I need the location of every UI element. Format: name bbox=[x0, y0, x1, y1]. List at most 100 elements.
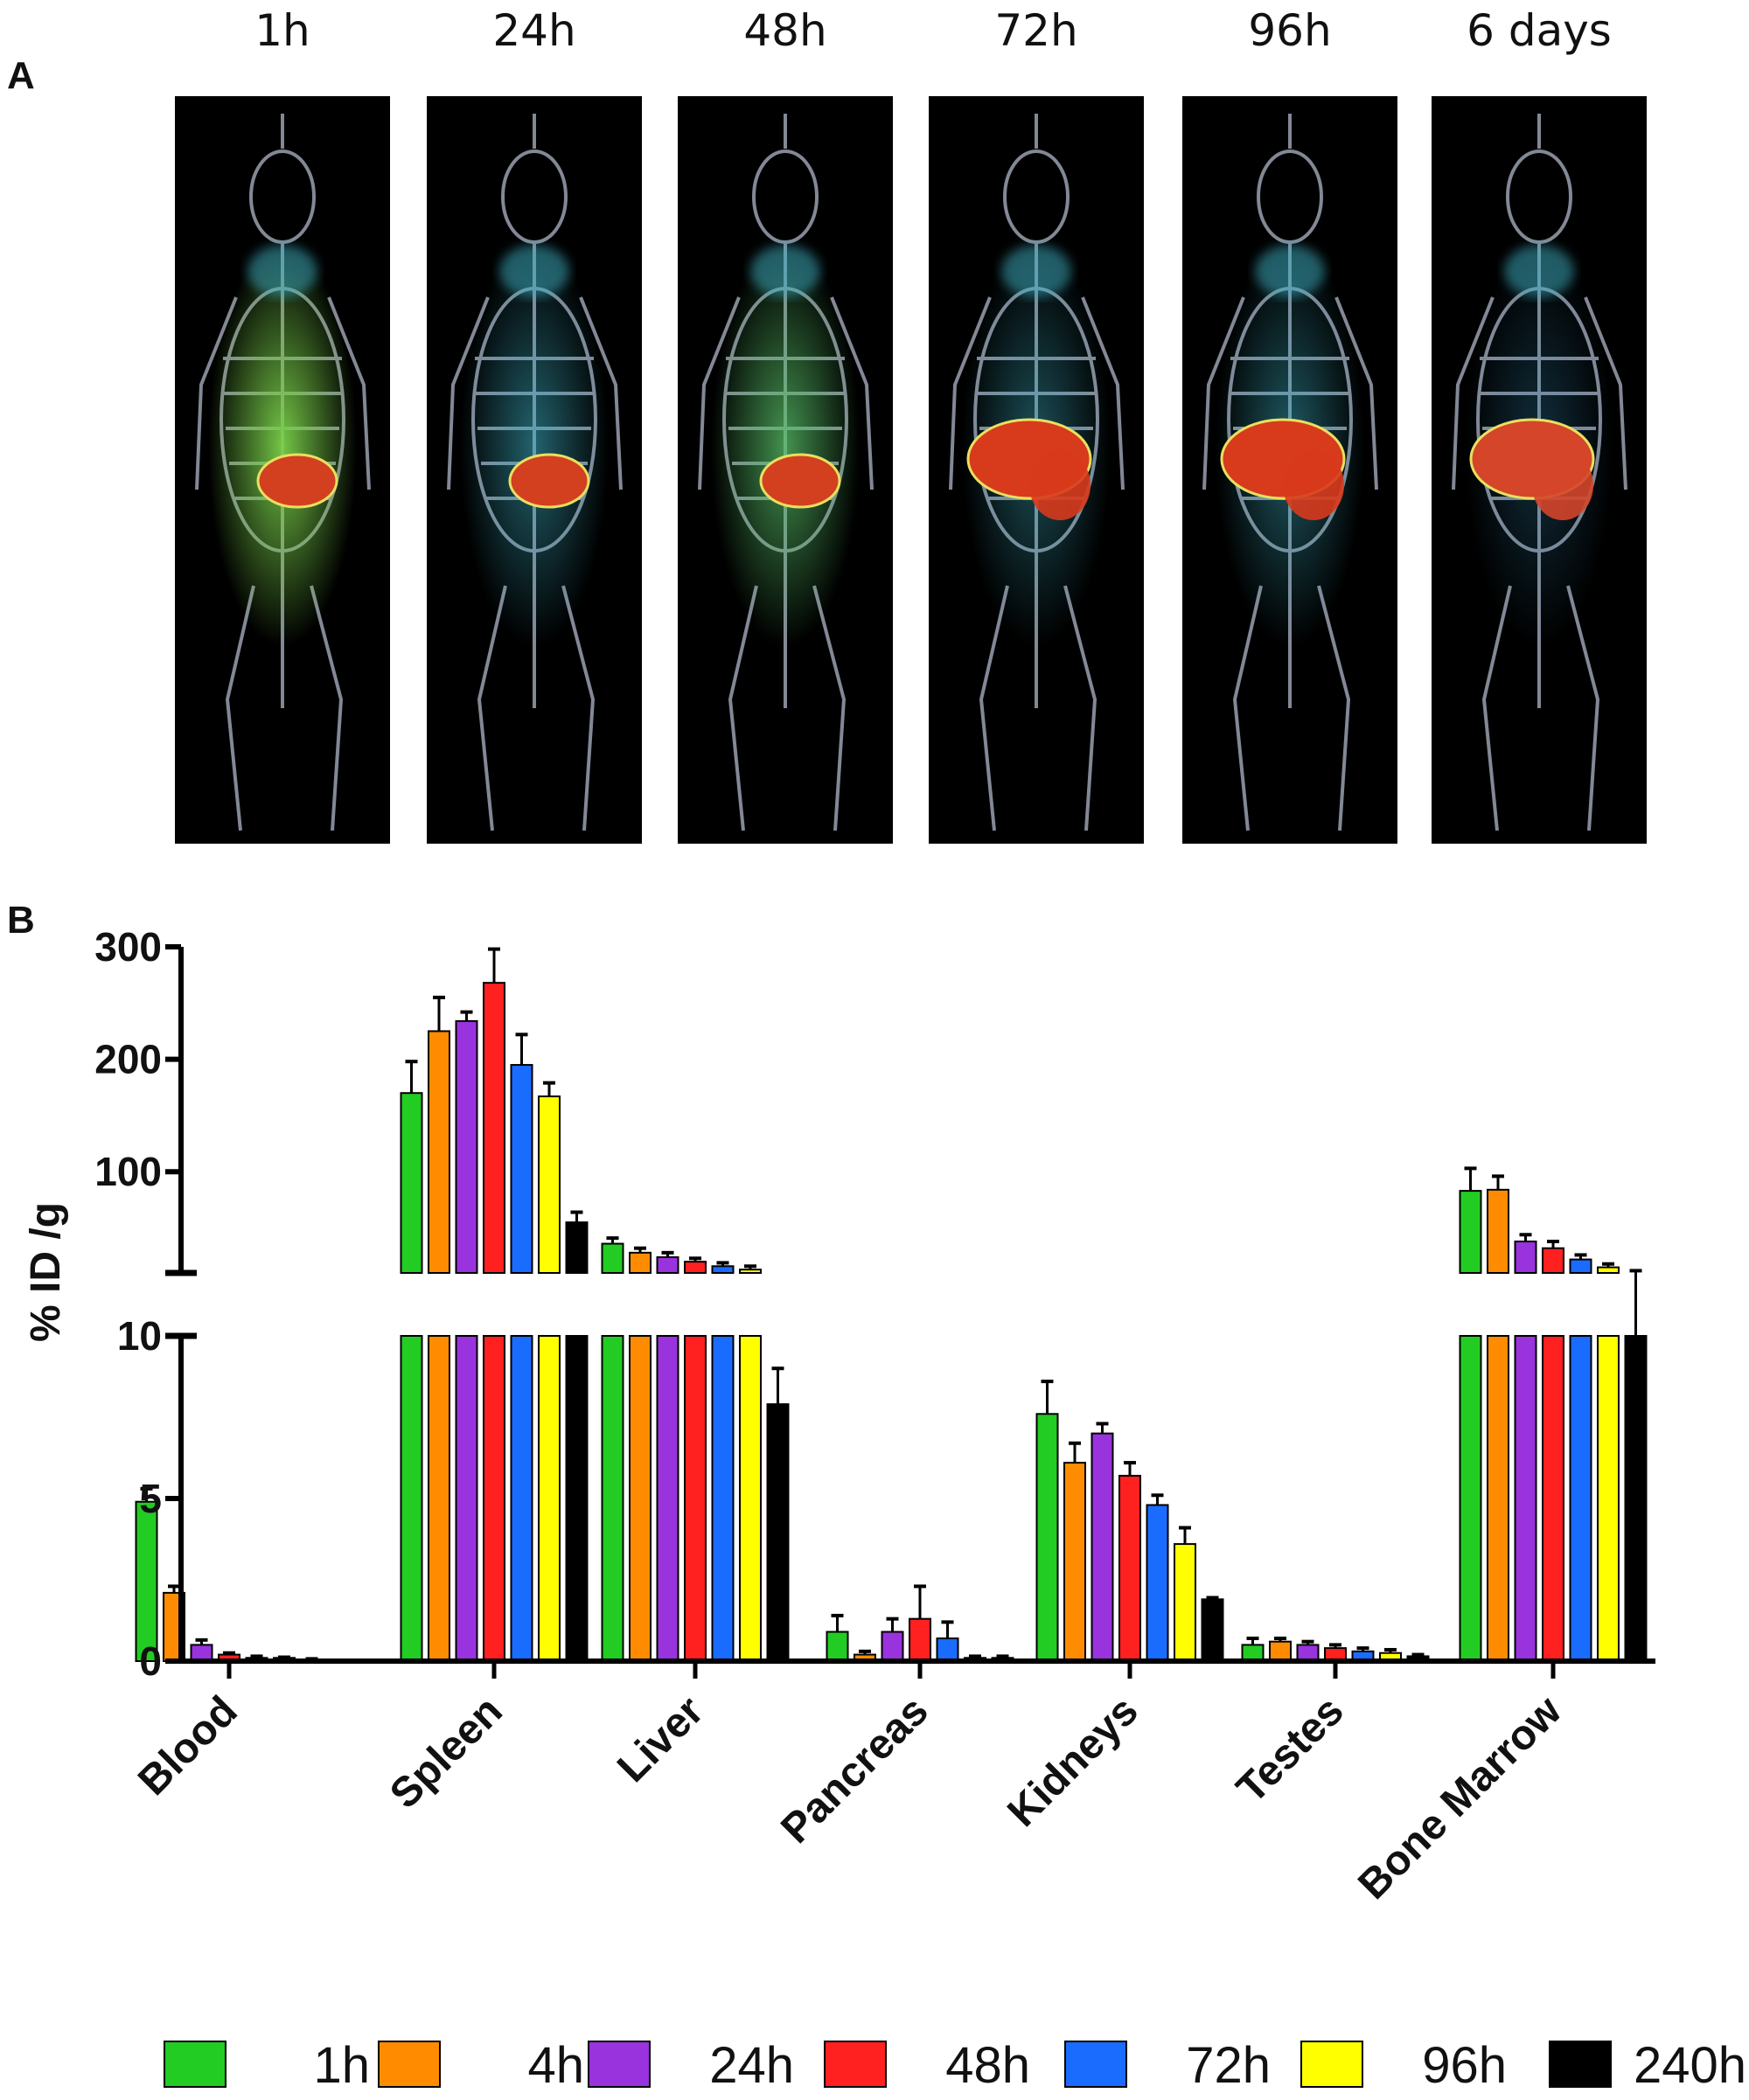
pet-ct-scan-image bbox=[1182, 96, 1397, 844]
bar bbox=[629, 1251, 652, 1274]
bar bbox=[1296, 1644, 1320, 1663]
bar-lower-segment bbox=[1514, 1335, 1537, 1662]
bar bbox=[766, 1403, 790, 1662]
legend-swatch bbox=[1064, 2041, 1127, 2088]
scan-time-label: 6 days bbox=[1467, 5, 1612, 56]
panel-label-a: A bbox=[7, 54, 35, 97]
bar bbox=[1624, 1335, 1648, 1662]
bar-lower-segment bbox=[739, 1335, 762, 1662]
y-tick-label: 5 bbox=[139, 1476, 162, 1521]
bar-lower-segment bbox=[656, 1335, 679, 1662]
bar-lower-segment bbox=[1459, 1335, 1482, 1662]
bar bbox=[739, 1269, 762, 1274]
bar bbox=[1118, 1474, 1141, 1662]
bar bbox=[1597, 1266, 1620, 1275]
bar bbox=[601, 1242, 624, 1274]
y-axis-label: % ID /g bbox=[23, 1202, 69, 1342]
bar bbox=[1063, 1462, 1086, 1662]
bar bbox=[163, 1591, 185, 1663]
bar bbox=[510, 1064, 533, 1275]
bar bbox=[936, 1637, 959, 1662]
bar-lower-segment bbox=[1569, 1335, 1592, 1662]
bar-lower-segment bbox=[1487, 1335, 1509, 1662]
legend-label: 4h bbox=[527, 2037, 584, 2094]
pet-ct-scan-image bbox=[678, 96, 893, 844]
y-tick-label: 0 bbox=[139, 1638, 162, 1684]
bar bbox=[1091, 1432, 1114, 1662]
bar bbox=[1406, 1655, 1430, 1663]
scan-time-label: 24h bbox=[492, 5, 576, 56]
bar-lower-segment bbox=[428, 1335, 450, 1662]
bar-lower-segment bbox=[400, 1335, 423, 1662]
y-tick-label: 10 bbox=[117, 1313, 162, 1359]
bar bbox=[300, 1658, 324, 1663]
scan-time-label: 72h bbox=[994, 5, 1078, 56]
bar-lower-segment bbox=[1542, 1335, 1564, 1662]
bar-lower-segment bbox=[455, 1335, 478, 1662]
legend-swatch bbox=[1549, 2041, 1612, 2088]
bar bbox=[245, 1657, 268, 1663]
pet-ct-scan-image bbox=[427, 96, 642, 844]
bar bbox=[909, 1617, 931, 1663]
x-category-label: Kidneys bbox=[999, 1687, 1147, 1836]
legend-label: 24h bbox=[709, 2037, 794, 2094]
bar bbox=[400, 1092, 423, 1275]
bar bbox=[1174, 1543, 1196, 1662]
bar-lower-segment bbox=[601, 1335, 624, 1662]
bar-lower-segment bbox=[483, 1335, 505, 1662]
bar bbox=[826, 1631, 849, 1663]
x-category-label: Liver bbox=[609, 1687, 713, 1791]
legend-label: 72h bbox=[1186, 2037, 1271, 2094]
bar-lower-segment bbox=[629, 1335, 652, 1662]
bar bbox=[1487, 1188, 1509, 1274]
bar bbox=[483, 982, 505, 1274]
bar-lower-segment bbox=[565, 1335, 589, 1662]
y-tick-label: 200 bbox=[94, 1037, 162, 1082]
bar bbox=[1324, 1647, 1347, 1662]
bar-lower-segment bbox=[1597, 1335, 1620, 1662]
bar bbox=[881, 1631, 904, 1663]
bar bbox=[273, 1657, 296, 1663]
bar bbox=[1035, 1413, 1059, 1663]
bar bbox=[135, 1500, 158, 1662]
bar-lower-segment bbox=[510, 1335, 533, 1662]
x-category-label: Pancreas bbox=[772, 1687, 937, 1852]
bar bbox=[1351, 1650, 1375, 1662]
legend-label: 48h bbox=[945, 2037, 1030, 2094]
x-category-label: Spleen bbox=[381, 1687, 512, 1818]
bar bbox=[1569, 1258, 1592, 1275]
legend-label: 1h bbox=[313, 2037, 370, 2094]
bar bbox=[1379, 1651, 1402, 1662]
scan-time-label: 96h bbox=[1248, 5, 1332, 56]
legend-swatch bbox=[1300, 2041, 1363, 2088]
bar bbox=[991, 1657, 1014, 1663]
bar bbox=[455, 1019, 478, 1274]
bar bbox=[854, 1653, 876, 1663]
x-category-label: Blood bbox=[129, 1687, 247, 1804]
bar bbox=[656, 1255, 679, 1275]
y-tick-label: 100 bbox=[94, 1149, 162, 1194]
legend-label: 240h bbox=[1634, 2037, 1746, 2094]
pet-ct-scan-image bbox=[1432, 96, 1647, 844]
bar bbox=[1269, 1640, 1292, 1663]
bar bbox=[964, 1657, 986, 1663]
bar-lower-segment bbox=[684, 1335, 707, 1662]
bar bbox=[1146, 1504, 1169, 1662]
bar bbox=[1459, 1190, 1482, 1275]
legend-swatch bbox=[378, 2041, 441, 2088]
pet-ct-scan-image bbox=[175, 96, 390, 844]
x-category-label: Bone Marrow bbox=[1349, 1687, 1571, 1909]
y-tick-label: 300 bbox=[94, 924, 162, 970]
scan-time-label: 1h bbox=[254, 5, 310, 56]
bar bbox=[711, 1265, 735, 1274]
bar-lower-segment bbox=[538, 1335, 561, 1662]
bar bbox=[1514, 1240, 1537, 1274]
bar bbox=[218, 1653, 240, 1663]
scan-time-label: 48h bbox=[743, 5, 827, 56]
bar bbox=[1542, 1247, 1564, 1275]
legend-swatch bbox=[588, 2041, 651, 2088]
bar bbox=[190, 1644, 213, 1663]
bar bbox=[538, 1095, 561, 1275]
bar bbox=[684, 1261, 707, 1275]
legend-swatch bbox=[824, 2041, 887, 2088]
